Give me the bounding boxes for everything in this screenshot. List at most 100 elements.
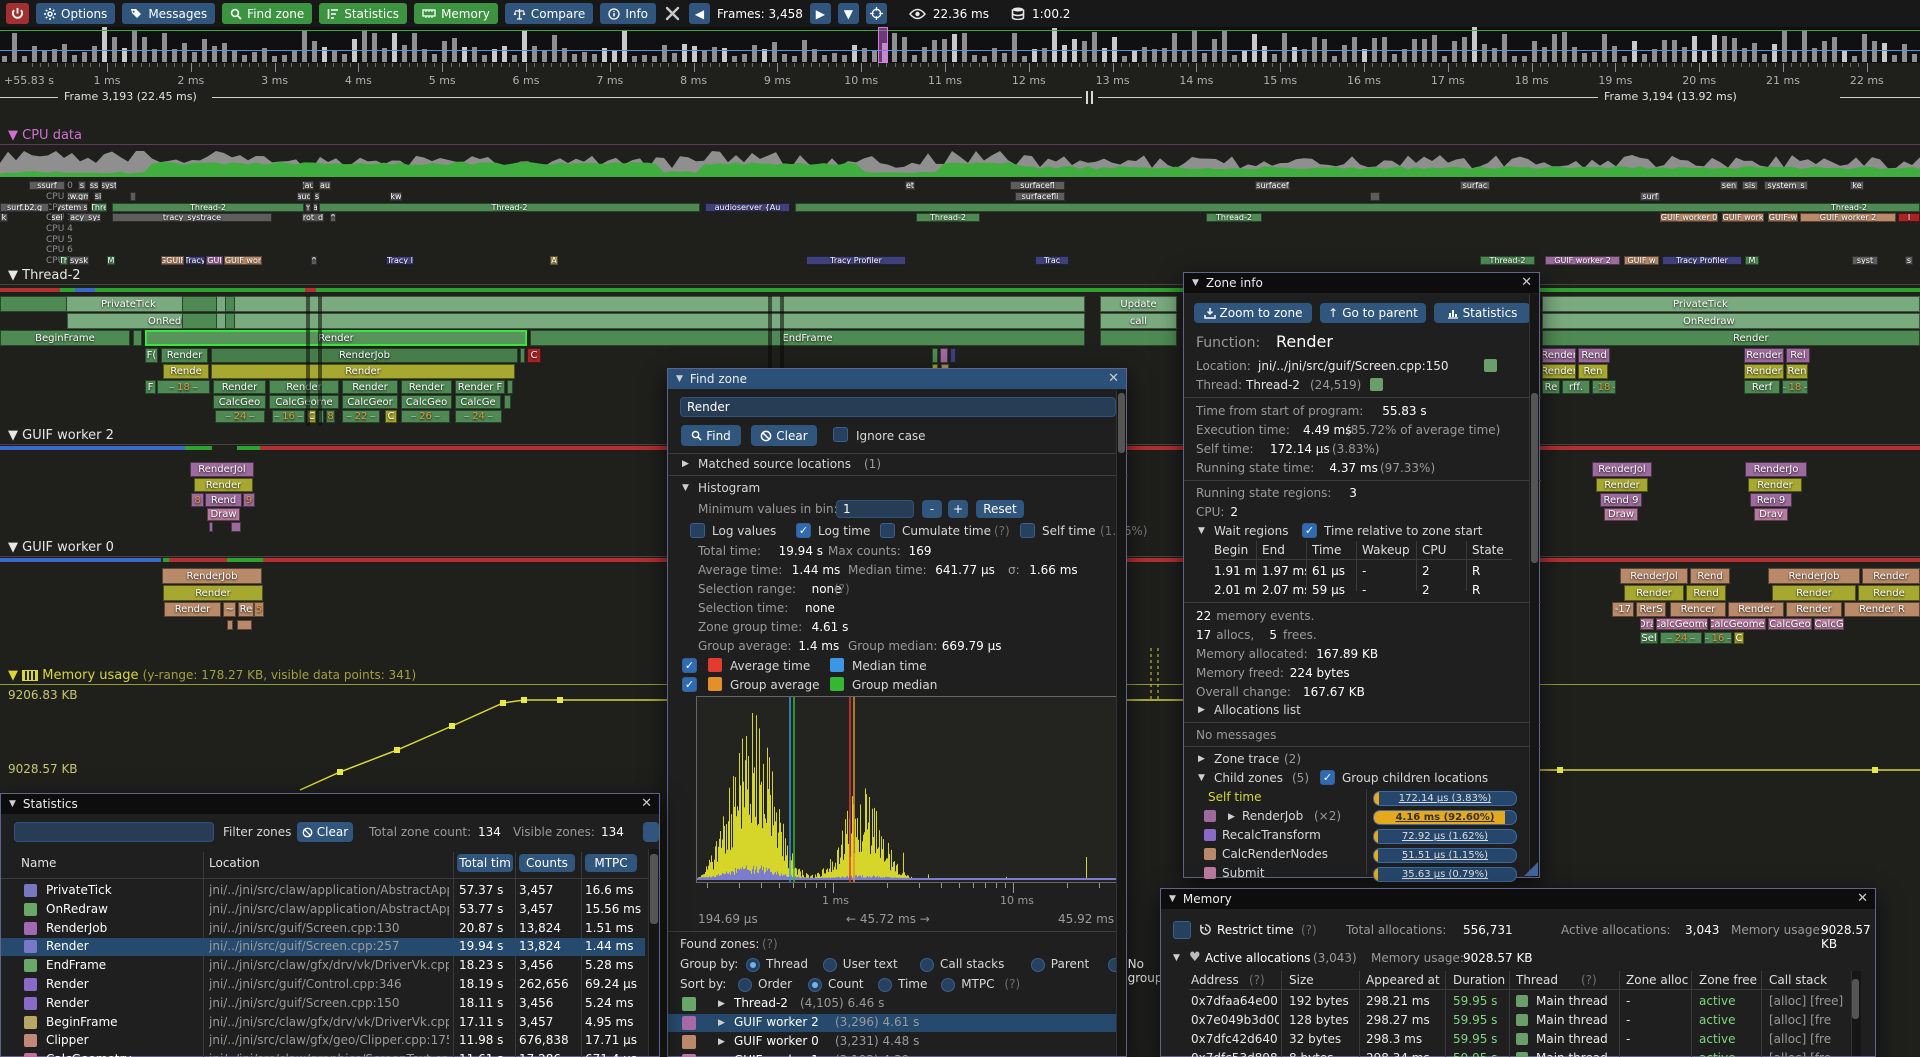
stats-table-row[interactable]: CalcGeometry jni/../jni/src/claw/graphics… — [1, 1051, 645, 1057]
timeline-zone[interactable]: RenderJob — [1768, 568, 1860, 584]
mem-row-call-stack[interactable]: [alloc] [fre — [1769, 1051, 1849, 1057]
fz-scrollbar-thumb[interactable] — [1118, 393, 1125, 453]
timeline-zone[interactable]: RenderJol — [1620, 568, 1688, 584]
cpu-zone[interactable]: sen — [1720, 181, 1738, 190]
timeline-zone[interactable]: Render — [1744, 364, 1784, 379]
fz-group-row[interactable]: ▶GUIF worker 1(3,192) 4.39 s — [668, 1052, 1126, 1057]
cpu-zone[interactable]: GUIF worker 2 — [1545, 256, 1620, 265]
stats-table-row[interactable]: BeginFrame jni/../jni/src/claw/gfx/drv/vk… — [1, 1014, 645, 1032]
timeline-zone[interactable]: Rend — [1686, 585, 1726, 601]
cpu-zone[interactable]: M — [107, 256, 115, 265]
timeline-zone[interactable]: Render — [1542, 348, 1576, 363]
timeline-zone[interactable]: Render — [1542, 364, 1576, 379]
goto-frame-button[interactable] — [865, 3, 887, 24]
timeline-zone[interactable]: Rerf — [1744, 380, 1780, 394]
timeline-zone[interactable]: Render — [164, 602, 221, 617]
timeline-zone[interactable]: C — [1734, 632, 1744, 644]
timeline-zone[interactable]: PrivateTick — [0, 296, 1085, 312]
fz-show-time-markers-checkbox[interactable]: ✓ — [682, 658, 697, 673]
mem-row-call-stack[interactable]: [alloc] [fre — [1769, 1032, 1832, 1046]
timeline-zone[interactable] — [507, 380, 513, 394]
timeline-zone[interactable]: Re — [238, 602, 254, 617]
cpu-zone[interactable]: sei — [51, 213, 63, 222]
stats-table-row[interactable]: PrivateTick jni/../jni/src/claw/applicati… — [1, 882, 645, 900]
cpu-zone[interactable]: Tracy Profiler — [1662, 256, 1742, 265]
zi-child-time-bar[interactable]: 51.51 µs (1.15%) — [1373, 848, 1517, 863]
find-zone-close-button[interactable]: ✕ — [1108, 371, 1119, 386]
mem-row-call-stack[interactable]: [alloc] [free] — [1769, 994, 1844, 1008]
find-zone-collapse-icon[interactable]: ▼ — [676, 374, 683, 384]
cpu-zone[interactable]: sis — [1742, 181, 1758, 190]
timeline-zone[interactable] — [231, 522, 241, 532]
timeline-zone[interactable]: ~8~ — [191, 493, 204, 507]
mem-restrict-checkbox[interactable] — [1173, 921, 1191, 939]
zi-child-zones-collapse-icon[interactable]: ▼ — [1198, 773, 1205, 783]
zi-child-time-bar[interactable]: 72.92 µs (1.62%) — [1373, 829, 1517, 844]
tools-icon[interactable] — [665, 6, 680, 21]
timeline-zone[interactable] — [225, 313, 235, 329]
timeline-zone[interactable]: CalcG — [1814, 618, 1844, 630]
mem-table-row[interactable]: 0x7dfc42d640 32 bytes 298.3 ms 59.95 s Main … — [1161, 1031, 1851, 1049]
power-button[interactable] — [6, 3, 29, 24]
timeline-zone[interactable]: ~24 ~ — [455, 410, 502, 423]
log-time-checkbox[interactable]: ✓ — [796, 523, 811, 538]
cumulate-time-checkbox[interactable] — [880, 523, 895, 538]
timeline-zone[interactable] — [504, 395, 511, 409]
timeline-zone[interactable]: Ren — [1578, 364, 1608, 379]
cpu-zone[interactable]: et — [905, 181, 915, 190]
timeline-zone[interactable]: ~26 ~ — [401, 410, 450, 423]
timeline-zone[interactable]: CalcGeor — [342, 395, 398, 409]
cpu-zone[interactable]: aud — [297, 192, 311, 201]
fz-sortby-order[interactable] — [738, 978, 752, 992]
timeline-zone[interactable]: RenderJol — [190, 462, 254, 477]
cpu-zone[interactable]: a — [313, 203, 318, 212]
zone-statistics-button[interactable]: Statistics — [1434, 303, 1530, 323]
cpu-zone[interactable]: Tracy I — [386, 256, 414, 265]
cpu-data-section-header[interactable]: ▼ CPU data — [8, 128, 82, 143]
cpu-zone[interactable]: m — [305, 203, 311, 212]
timeline-zone[interactable]: CalcGeo — [213, 395, 266, 409]
fz-groupby-parent[interactable] — [1030, 958, 1045, 972]
gw0-section-header[interactable]: ▼ GUIF worker 0 — [8, 540, 114, 555]
cpu-zone[interactable]: I — [1898, 213, 1920, 222]
timeline-zone[interactable]: CalcGeome — [269, 395, 339, 409]
cpu-zone[interactable]: Thread-2 — [795, 203, 1920, 212]
cpu-zone[interactable]: ssurf — [29, 181, 65, 190]
cpu-zone[interactable]: Trac — [1035, 256, 1069, 265]
cpu-zone[interactable]: k — [0, 213, 8, 222]
cpu-zone[interactable]: ^ — [311, 256, 317, 265]
timeline-zone[interactable]: Render — [1744, 348, 1784, 363]
timeline-zone[interactable]: Ren — [1786, 364, 1808, 379]
stats-scrollbar[interactable] — [648, 849, 659, 1056]
cpu-zone[interactable]: GUIF worker 0 — [1660, 213, 1718, 222]
info-button[interactable]: Info — [600, 3, 657, 24]
cpu-zone[interactable]: surf.b2.g — [0, 203, 49, 212]
timeline-zone[interactable] — [209, 522, 213, 532]
fz-sortby-mtpc[interactable] — [941, 978, 956, 992]
timeline-zone[interactable]: Render — [1772, 585, 1856, 601]
timeline-zone[interactable]: Rend — [205, 493, 242, 507]
cpu-zone[interactable]: syst — [101, 181, 117, 190]
timeline-zone[interactable]: ~8~ — [326, 410, 335, 423]
zoom-to-zone-button[interactable]: Zoom to zone — [1194, 303, 1312, 323]
zi-zone-trace-expand-icon[interactable]: ▶ — [1198, 754, 1205, 764]
find-zone-titlebar[interactable]: ▼ Find zone — [668, 369, 1126, 389]
mem-active-collapse-icon[interactable]: ▼ — [1173, 953, 1180, 963]
cpu-zone[interactable]: syst — [1852, 256, 1878, 265]
cpu-zone[interactable] — [130, 192, 136, 201]
cpu-zone[interactable]: surfac — [1460, 181, 1490, 190]
self-time-checkbox[interactable] — [1020, 523, 1035, 538]
mem-table-row[interactable]: 0x7e049b3d00 128 bytes 298.27 ms 59.95 s Mai… — [1161, 1012, 1851, 1030]
timeline-zone[interactable]: CalcGeo — [1768, 618, 1812, 630]
cpu-zone[interactable]: GUIF-w — [1768, 213, 1798, 222]
timeline-zone[interactable] — [1100, 330, 1177, 346]
timeline-zone[interactable]: Render — [1542, 330, 1920, 346]
timeline-zone[interactable]: Rel — [1786, 348, 1810, 363]
stats-table-row[interactable]: Render jni/../jni/src/guif/Screen.cpp:257… — [1, 938, 645, 957]
frame-overview-strip[interactable] — [0, 27, 1920, 63]
cpu-zone[interactable]: GUIF worker 2 — [1800, 213, 1896, 222]
timeline-zone[interactable]: OnRedraw — [67, 313, 1085, 329]
fz-sortby-time[interactable] — [878, 978, 892, 992]
cpu-zone[interactable]: system se — [57, 203, 88, 212]
cpu-zone[interactable]: (au — [302, 181, 314, 190]
